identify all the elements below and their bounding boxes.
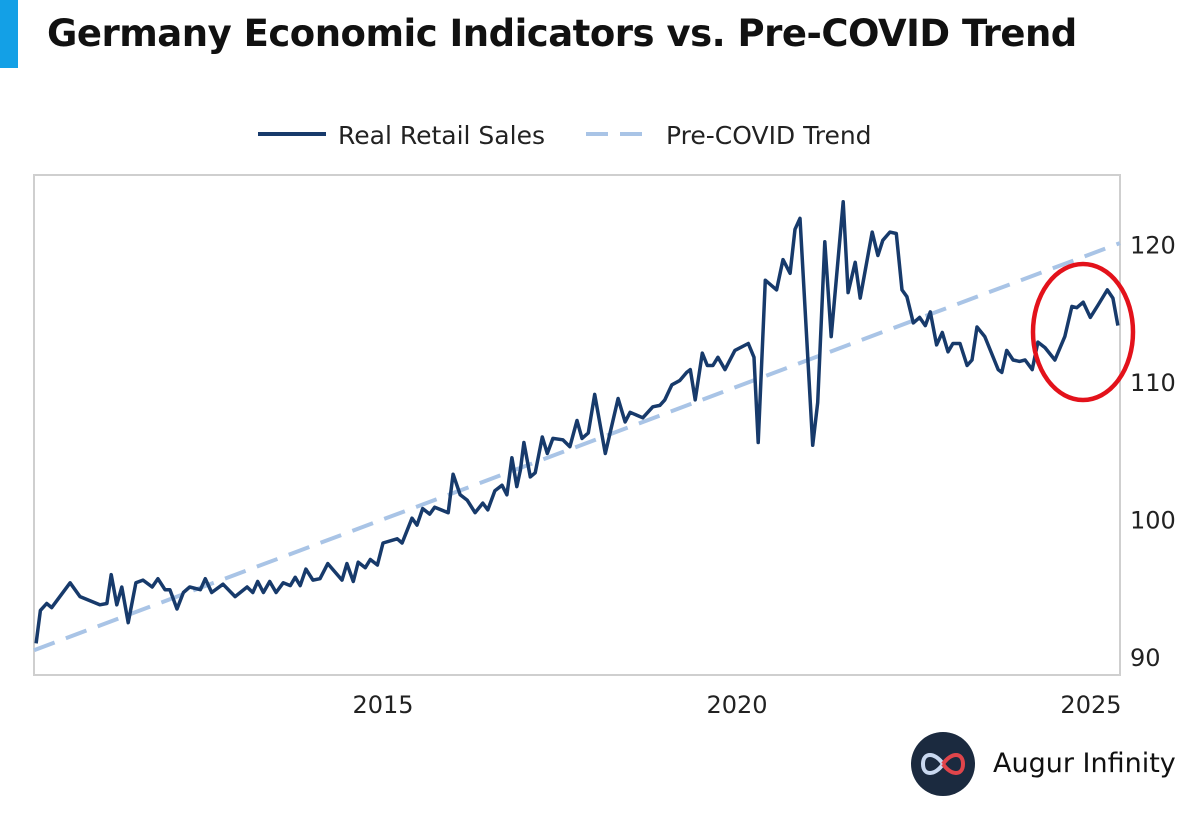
highlight-circle-annotation: [1030, 261, 1136, 403]
x-tick-label: 2015: [352, 691, 413, 719]
chart-title: Germany Economic Indicators vs. Pre-COVI…: [47, 12, 1077, 55]
series-group: [33, 200, 1121, 653]
legend: Real Retail Sales Pre-COVID Trend: [258, 121, 872, 150]
series-line-real-retail-sales: [34, 200, 1120, 644]
legend-label-pre-covid-trend: Pre-COVID Trend: [666, 121, 872, 150]
brand-name: Augur Infinity: [993, 748, 1176, 779]
x-axis: 2015 2020 2025: [352, 691, 1121, 719]
legend-label-real-retail-sales: Real Retail Sales: [338, 121, 545, 150]
y-tick-label: 110: [1130, 369, 1176, 397]
y-tick-label: 90: [1130, 644, 1161, 672]
series-line-pre-covid-trend: [33, 241, 1121, 653]
y-tick-label: 100: [1130, 507, 1176, 535]
y-axis: 90 100 110 120: [1130, 231, 1176, 672]
y-tick-label: 120: [1130, 231, 1176, 259]
title-accent-bar: [0, 0, 18, 68]
infinity-right-icon: [941, 753, 966, 775]
infinity-left-icon: [920, 753, 945, 775]
augur-infinity-logo: [911, 732, 975, 796]
x-tick-label: 2020: [706, 691, 767, 719]
x-tick-label: 2025: [1060, 691, 1121, 719]
plot-area: [33, 174, 1121, 676]
